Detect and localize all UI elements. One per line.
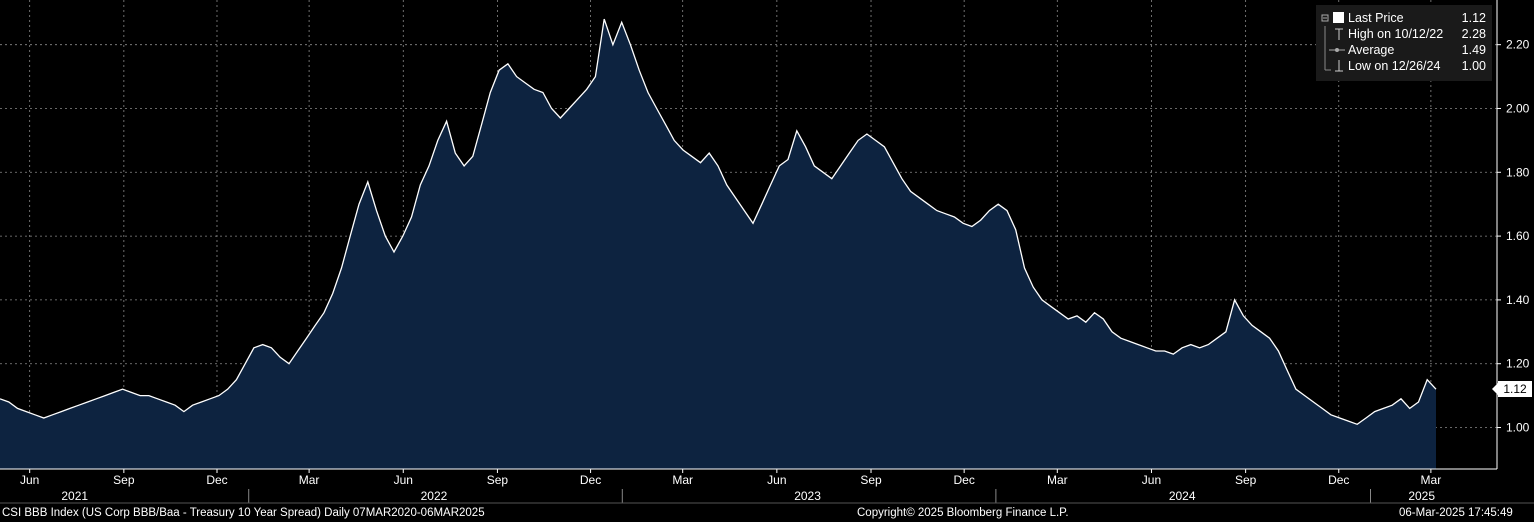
y-tick-label: 1.80 <box>1506 165 1530 179</box>
last-price-icon <box>1321 10 1345 26</box>
x-year-label: 2024 <box>1169 489 1196 503</box>
y-tick-label: 1.60 <box>1506 229 1530 243</box>
legend-row-high: High on 10/12/22 2.28 <box>1316 26 1492 42</box>
x-tick-label: Sep <box>487 473 509 487</box>
y-tick-label: 1.20 <box>1506 357 1530 371</box>
y-tick-label: 1.00 <box>1506 421 1530 435</box>
legend-row-low: Low on 12/26/24 1.00 <box>1316 58 1492 74</box>
x-tick-label: Jun <box>1142 473 1161 487</box>
y-tick-label: 2.00 <box>1506 101 1530 115</box>
footer-timestamp: 06-Mar-2025 17:45:49 <box>1399 507 1513 519</box>
series-line <box>0 18 1437 426</box>
tick-label-layer: 1.00 1.20 1.40 1.60 1.80 2.00 2.20 Jun Sep Dec Mar… <box>20 38 1530 503</box>
footer-copyright: Copyright© 2025 Bloomberg Finance L.P. <box>857 507 1069 519</box>
x-tick-label: Dec <box>1328 473 1349 487</box>
x-tick-label: Jun <box>767 473 786 487</box>
x-tick-label: Mar <box>1421 473 1442 487</box>
x-year-label: 2025 <box>1408 489 1435 503</box>
legend-value: 1.49 <box>1461 43 1486 57</box>
average-marker-icon <box>1321 42 1345 58</box>
legend-value: 1.00 <box>1461 59 1486 73</box>
low-marker-icon <box>1321 58 1345 74</box>
series-area <box>0 19 1436 469</box>
x-tick-label: Jun <box>20 473 39 487</box>
legend-row-average: Average 1.49 <box>1316 42 1492 58</box>
x-tick-label: Mar <box>1047 473 1068 487</box>
y-tick-label: 1.40 <box>1506 293 1530 307</box>
legend-label: Last Price <box>1348 11 1404 25</box>
x-tick-label: Sep <box>860 473 882 487</box>
x-tick-label: Mar <box>672 473 693 487</box>
footer-description: CSI BBB Index (US Corp BBB/Baa - Treasur… <box>2 507 485 519</box>
y-tick-label: 2.20 <box>1506 38 1530 52</box>
x-tick-label: Dec <box>206 473 227 487</box>
axis-layer <box>0 0 1534 504</box>
x-tick-label: Mar <box>299 473 320 487</box>
legend-value: 1.12 <box>1461 11 1486 25</box>
x-year-label: 2021 <box>61 489 88 503</box>
x-tick-label: Jun <box>394 473 413 487</box>
x-tick-label: Sep <box>113 473 135 487</box>
legend-label: High on 10/12/22 <box>1348 27 1444 41</box>
x-tick-label: Dec <box>953 473 974 487</box>
area-layer <box>0 18 1437 469</box>
x-tick-label: Dec <box>580 473 601 487</box>
legend: Last Price 1.12 High on 10/12/22 2.28 Av… <box>1316 5 1492 81</box>
x-year-label: 2022 <box>421 489 448 503</box>
legend-label: Low on 12/26/24 <box>1348 59 1441 73</box>
legend-value: 2.28 <box>1461 27 1486 41</box>
legend-row-last-price: Last Price 1.12 <box>1316 10 1492 26</box>
x-year-label: 2023 <box>794 489 821 503</box>
x-tick-label: Sep <box>1235 473 1257 487</box>
high-marker-icon <box>1321 26 1345 42</box>
legend-label: Average <box>1348 43 1395 57</box>
last-price-tag: 1.12 <box>1492 381 1532 397</box>
